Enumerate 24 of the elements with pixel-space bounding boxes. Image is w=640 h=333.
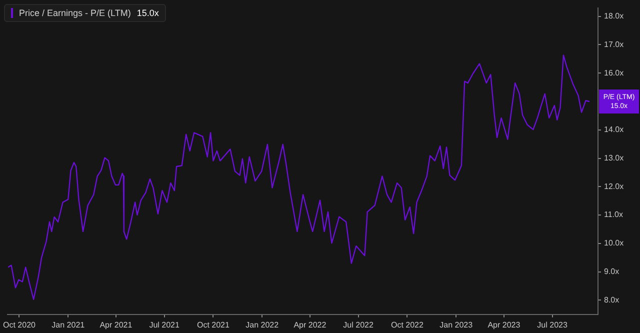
y-tick-label: 17.0x (604, 40, 624, 49)
x-tick-label: Oct 2021 (196, 320, 230, 330)
x-tick-label: Oct 2022 (390, 320, 424, 330)
x-tick-label: Apr 2021 (100, 320, 133, 330)
x-tick-label: Apr 2023 (488, 320, 521, 330)
x-tick-label: Jul 2022 (343, 320, 374, 330)
y-tick-label: 10.0x (604, 238, 624, 248)
y-tick-label: 11.0x (604, 210, 623, 220)
y-tick-label: 12.0x (604, 182, 624, 191)
x-tick-label: Jan 2021 (52, 320, 86, 330)
y-tick-label: 16.0x (604, 68, 624, 78)
y-tick-label: 18.0x (604, 12, 624, 21)
x-tick-label: Oct 2020 (3, 320, 36, 330)
y-tick-label: 14.0x (604, 125, 624, 134)
legend-label: Price / Earnings - P/E (LTM) (19, 8, 131, 18)
y-tick-label: 9.0x (604, 267, 620, 276)
x-tick-label: Jul 2021 (149, 320, 180, 330)
x-tick-label: Jan 2023 (440, 320, 474, 330)
x-tick-label: Jan 2022 (246, 320, 280, 330)
x-tick-label: Jul 2023 (537, 320, 568, 330)
y-tick-label: 13.0x (604, 153, 624, 162)
y-tick-label: 8.0x (604, 295, 620, 304)
x-tick-label: Apr 2022 (294, 320, 327, 330)
annotation: 15.0x (136, 8, 159, 18)
